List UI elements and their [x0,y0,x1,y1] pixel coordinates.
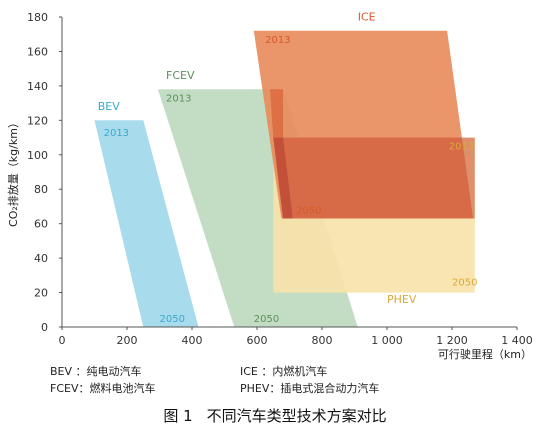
legend-row: BEV ：纯电动汽车 ICE ：内燃机汽车 [50,362,430,379]
legend-bev: BEV ：纯电动汽车 [50,364,142,378]
year-label-2013-ice: 2013 [265,35,290,46]
x-tick-label: 200 [117,334,138,347]
x-tick-label: 1 200 [436,334,468,347]
series-label-fcev: FCEV [166,69,195,82]
legend-fcev: FCEV：燃料电池汽车 [50,381,156,395]
y-tick-label: 160 [27,45,48,58]
y-tick-label: 0 [41,321,48,334]
series-label-bev: BEV [98,100,120,113]
y-tick-label: 180 [27,11,48,24]
y-tick-label: 60 [34,218,48,231]
overlap-region-2 [273,137,475,219]
year-label-2013-phev: 2013 [449,142,474,153]
x-tick-label: 600 [247,334,268,347]
year-label-2013-fcev: 2013 [166,93,191,104]
y-tick-label: 20 [34,287,48,300]
y-tick-label: 100 [27,149,48,162]
legend: BEV ：纯电动汽车 ICE ：内燃机汽车 FCEV：燃料电池汽车 PHEV：插… [50,362,430,396]
x-tick-label: 1 400 [501,334,533,347]
figure-number: 图 1 [163,407,193,425]
y-tick-label: 140 [27,80,48,93]
series-label-phev: PHEV [387,293,417,306]
y-tick-label: 40 [34,252,48,265]
x-axis-title: 可行驶里程（km） [438,347,532,361]
legend-row: FCEV：燃料电池汽车 PHEV：插电式混合动力汽车 [50,379,430,396]
year-label-2050-phev: 2050 [452,278,477,289]
y-tick-label: 120 [27,114,48,127]
overlap-region-1 [270,89,283,138]
region-bev [94,120,199,327]
year-label-2050-ice: 2050 [296,205,321,216]
y-tick-label: 80 [34,183,48,196]
x-tick-label: 400 [182,334,203,347]
series-label-ice: ICE [358,10,376,23]
legend-phev: PHEV：插电式混合动力汽车 [240,381,380,395]
overlap-region-3 [273,137,293,219]
figure-caption: 图 1 不同汽车类型技术方案对比 [0,405,550,426]
figure-title: 不同汽车类型技术方案对比 [206,407,387,425]
year-label-2050-bev: 2050 [160,314,185,325]
x-tick-label: 800 [312,334,333,347]
y-axis-title: CO₂排放量（kg/km） [6,117,20,227]
year-label-2013-bev: 2013 [104,128,129,139]
legend-ice: ICE ：内燃机汽车 [240,364,328,378]
year-label-2050-fcev: 2050 [254,314,279,325]
x-tick-label: 1 000 [371,334,403,347]
x-tick-label: 0 [59,334,66,347]
